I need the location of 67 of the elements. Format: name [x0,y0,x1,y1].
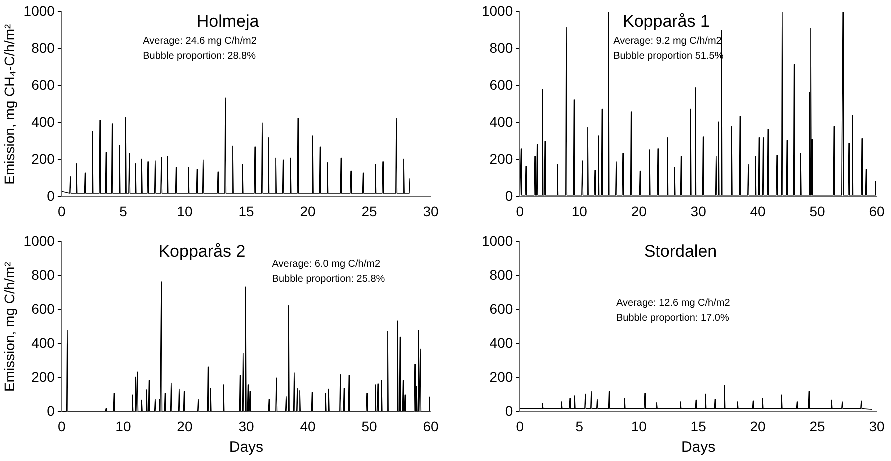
y-tick-label: 200 [32,151,56,168]
y-tick-label: 800 [490,40,514,56]
x-tick-label: 20 [300,203,316,220]
x-tick-label: 25 [810,418,826,434]
chart-title: Kopparås 1 [622,12,710,32]
annotation: Average: 9.2 mg C/h/m2 [614,36,722,47]
x-tick-label: 5 [120,203,128,220]
y-tick-label: 400 [490,114,514,130]
y-tick-label: 600 [490,300,514,317]
y-tick-label: 400 [490,334,514,351]
x-tick-label: 60 [423,418,439,434]
x-tick-label: 0 [516,418,524,434]
x-tick-label: 0 [58,203,66,220]
y-tick-label: 200 [490,369,514,386]
y-tick-label: 200 [32,369,56,386]
y-axis-title: Emission, mg C/h/m² [1,262,18,392]
x-tick-label: 0 [58,418,66,434]
x-tick-label: 5 [576,418,584,434]
y-tick-label: 0 [505,188,514,204]
y-axis-title: Emission, mg CH₄-C/h/m² [1,24,18,185]
y-tick-label: 600 [32,300,56,317]
y-tick-label: 0 [47,403,56,420]
x-axis-title: Days [229,439,264,456]
y-tick-label: 1000 [24,2,56,19]
y-tick-label: 0 [505,403,514,420]
y-tick-label: 600 [32,76,56,93]
annotation: Bubble proportion: 17.0% [616,312,730,324]
x-tick-label: 25 [362,203,378,220]
x-tick-label: 30 [690,203,707,220]
y-tick-label: 200 [490,151,514,168]
y-tick-label: 0 [47,188,56,204]
x-tick-label: 40 [750,203,766,220]
y-tick-label: 800 [490,266,514,283]
y-tick-label: 1000 [24,232,56,249]
x-tick-label: 60 [869,203,885,220]
y-tick-label: 400 [32,334,56,351]
x-tick-label: 50 [810,203,826,220]
x-tick-label: 20 [177,418,193,434]
x-tick-label: 15 [238,203,254,220]
y-tick-label: 400 [32,114,56,130]
x-tick-label: 30 [869,418,885,434]
annotation: Average: 12.6 mg C/h/m2 [616,298,731,309]
x-tick-label: 10 [177,203,193,220]
x-tick-label: 40 [300,418,316,434]
annotation: Bubble proportion: 25.8% [272,274,386,285]
x-tick-label: 50 [362,418,378,434]
x-tick-label: 10 [572,203,588,220]
x-tick-label: 15 [690,418,707,434]
x-tick-label: 0 [516,203,524,220]
y-tick-label: 800 [32,266,56,283]
annotation: Average: 24.6 mg C/h/m2 [143,36,258,47]
y-tick-label: 800 [32,40,56,56]
y-tick-label: 1000 [482,232,514,249]
chart-title: Stordalen [644,242,718,262]
y-tick-label: 600 [490,76,514,93]
y-tick-label: 1000 [482,2,514,19]
annotation: Average: 6.0 mg C/h/m2 [272,258,381,270]
annotation: Bubble proportion: 28.8% [143,50,256,62]
x-tick-label: 30 [238,418,254,434]
chart-title: Holmeja [196,12,260,32]
x-tick-label: 30 [423,203,439,220]
x-axis-title: Days [681,439,716,456]
x-tick-label: 10 [631,418,648,434]
x-tick-label: 20 [750,418,766,434]
chart-title: Kopparås 2 [158,242,246,262]
x-tick-label: 20 [631,203,648,220]
x-tick-label: 10 [116,418,132,434]
